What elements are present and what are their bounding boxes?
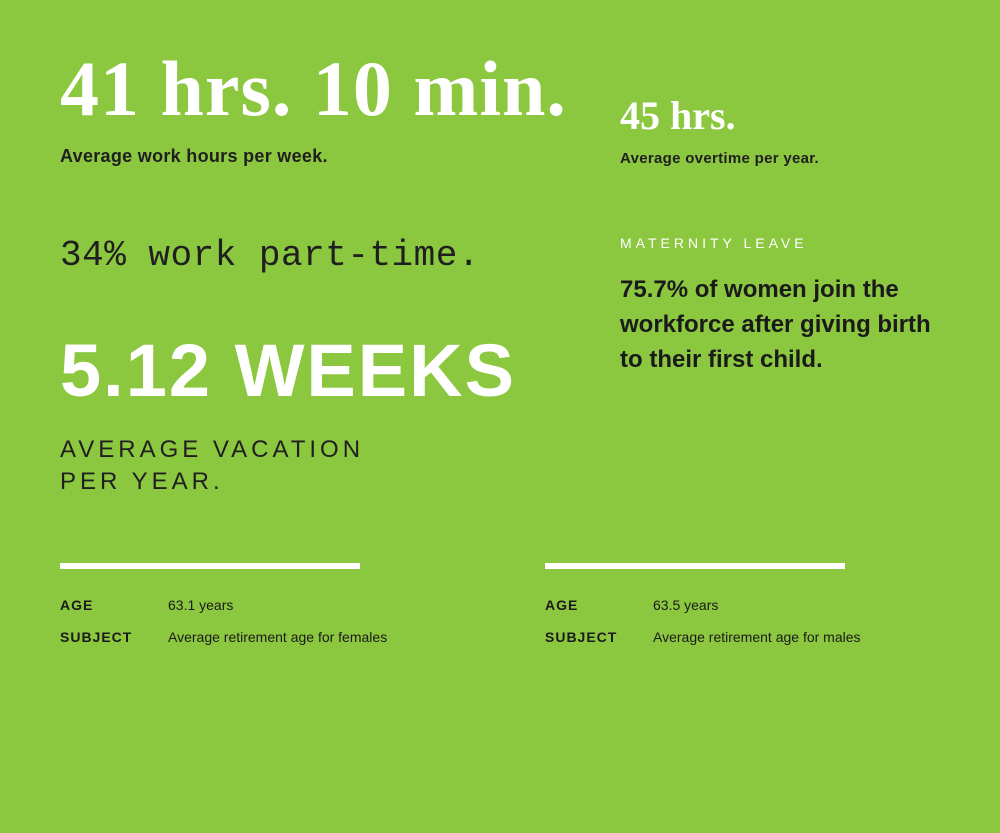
age-key: AGE [60, 597, 168, 613]
retirement-male-card: AGE 63.5 years SUBJECT Average retiremen… [545, 563, 940, 661]
table-row: SUBJECT Average retirement age for males [545, 629, 940, 645]
table-row: SUBJECT Average retirement age for femal… [60, 629, 455, 645]
age-key: AGE [545, 597, 653, 613]
divider-line [545, 563, 845, 569]
maternity-heading: MATERNITY LEAVE [620, 235, 940, 251]
vacation-label: AVERAGE VACATION PER YEAR. [60, 434, 420, 499]
row-middle: 34% work part-time. 5.12 WEEKS AVERAGE V… [60, 235, 940, 499]
age-value: 63.1 years [168, 597, 233, 613]
left-column: 34% work part-time. 5.12 WEEKS AVERAGE V… [60, 235, 580, 499]
row-hours: 41 hrs. 10 min. Average work hours per w… [60, 50, 940, 167]
age-value: 63.5 years [653, 597, 718, 613]
subject-key: SUBJECT [545, 629, 653, 645]
work-hours-block: 41 hrs. 10 min. Average work hours per w… [60, 50, 600, 167]
overtime-block: 45 hrs. Average overtime per year. [600, 50, 940, 167]
table-row: AGE 63.5 years [545, 597, 940, 613]
work-hours-label: Average work hours per week. [60, 146, 600, 167]
row-retirement: AGE 63.1 years SUBJECT Average retiremen… [60, 563, 940, 661]
infographic-container: 41 hrs. 10 min. Average work hours per w… [0, 0, 1000, 833]
part-time-stat: 34% work part-time. [60, 235, 580, 276]
divider-line [60, 563, 360, 569]
overtime-label: Average overtime per year. [620, 150, 940, 167]
subject-value: Average retirement age for females [168, 629, 387, 645]
overtime-value: 45 hrs. [620, 96, 940, 136]
retirement-female-card: AGE 63.1 years SUBJECT Average retiremen… [60, 563, 455, 661]
vacation-value: 5.12 WEEKS [60, 334, 580, 408]
maternity-block: MATERNITY LEAVE 75.7% of women join the … [580, 235, 940, 499]
subject-key: SUBJECT [60, 629, 168, 645]
subject-value: Average retirement age for males [653, 629, 861, 645]
maternity-body: 75.7% of women join the workforce after … [620, 273, 940, 377]
work-hours-value: 41 hrs. 10 min. [60, 50, 600, 128]
table-row: AGE 63.1 years [60, 597, 455, 613]
